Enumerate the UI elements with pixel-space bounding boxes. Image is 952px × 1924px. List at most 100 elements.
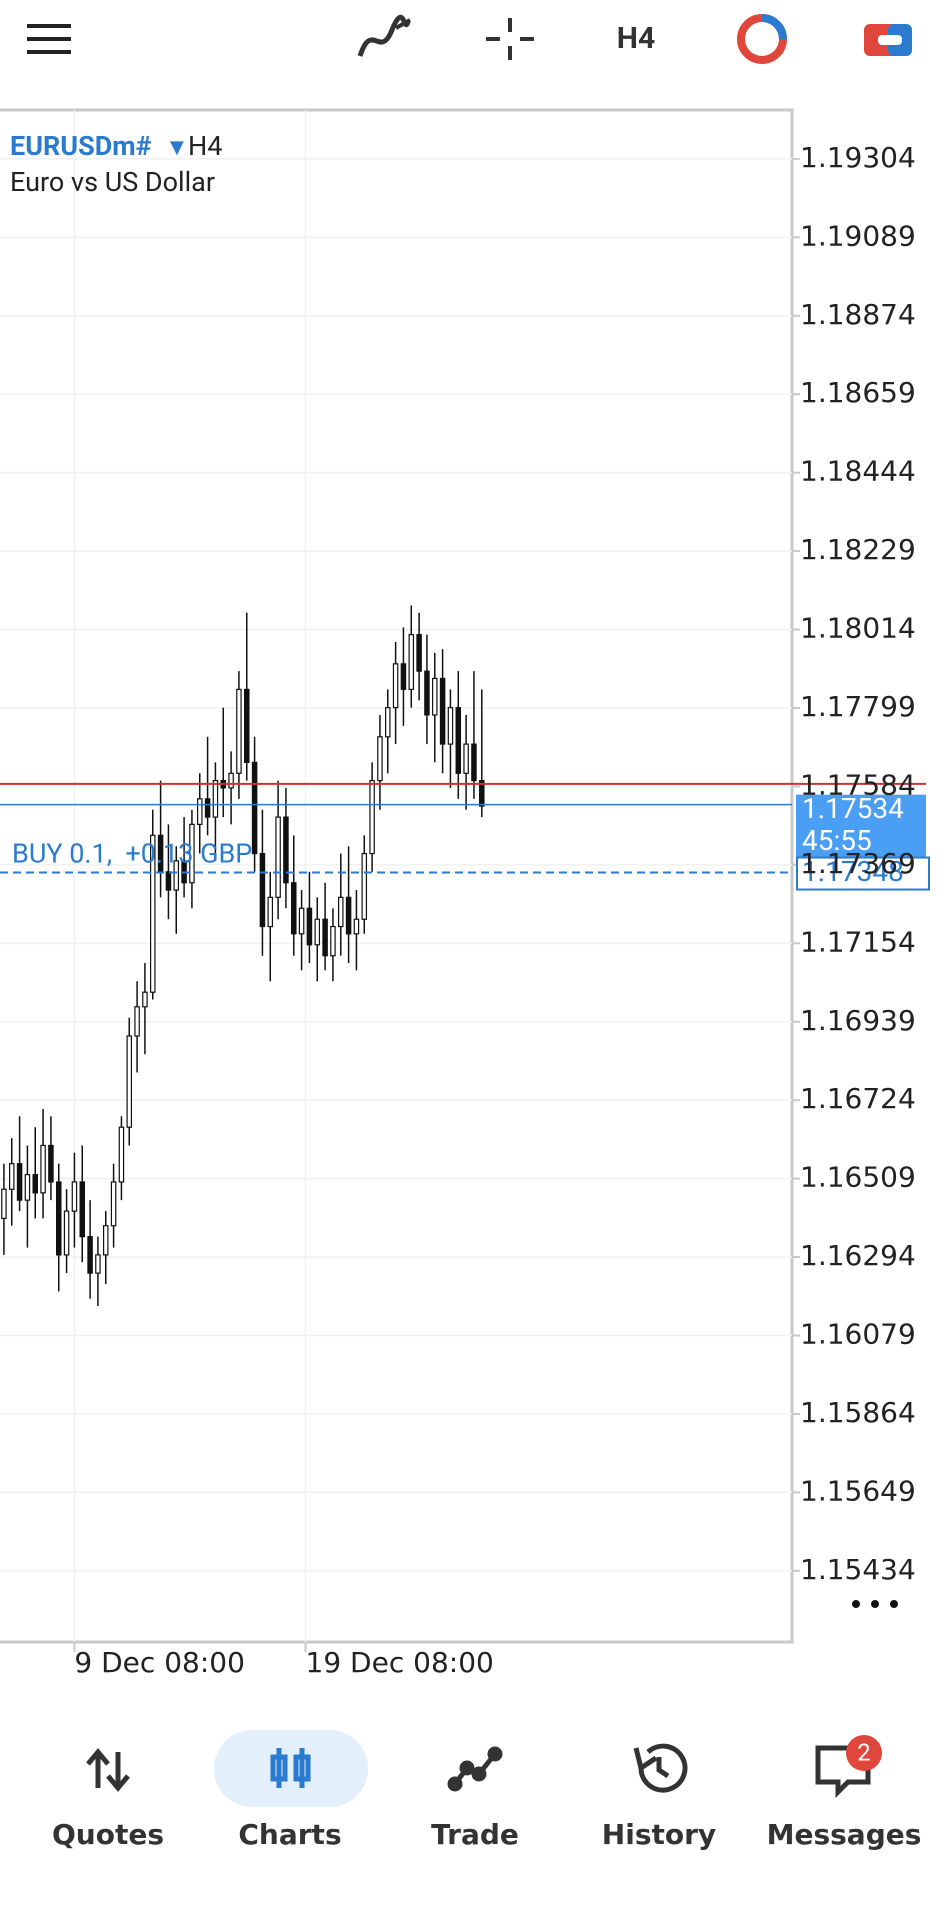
candle-body (118, 1126, 125, 1183)
candle-body (251, 761, 258, 855)
symbol-dropdown-arrow[interactable]: ▼ (170, 137, 184, 158)
candle-body (275, 816, 281, 898)
nav-label[interactable]: Messages (767, 1818, 922, 1851)
y-tick-label: 1.18659 (800, 376, 916, 409)
candle-body (79, 1181, 86, 1238)
candle-body (338, 896, 344, 928)
candle-body (110, 1181, 117, 1227)
candle-body (63, 1210, 70, 1256)
candle-body (142, 991, 148, 1008)
y-tick-label: 1.15864 (800, 1396, 916, 1429)
candle-body (150, 834, 156, 993)
y-tick-label: 1.16509 (800, 1161, 916, 1194)
candle-body (361, 852, 368, 920)
trade-icon (447, 1746, 503, 1792)
candle-body (24, 1174, 31, 1201)
candle-body (463, 743, 469, 774)
candle-body (165, 871, 172, 891)
candle-body (212, 779, 219, 818)
y-tick-label: 1.15434 (800, 1553, 916, 1586)
trade-button[interactable] (737, 14, 787, 64)
candle-body (173, 860, 180, 891)
candle-body (228, 772, 234, 789)
bid-price: 1.17534 (802, 792, 904, 825)
y-tick-label: 1.18014 (800, 612, 916, 645)
candle-body (103, 1225, 109, 1256)
menu-button[interactable] (27, 24, 71, 54)
position-label[interactable]: BUY 0.1, +0.13 GBP (12, 838, 252, 870)
x-tick-label: 9 Dec 08:00 (74, 1646, 245, 1679)
candle-body (16, 1163, 23, 1201)
candle-body (291, 882, 297, 935)
candle-body (424, 670, 430, 716)
y-tick-label: 1.18229 (800, 533, 916, 566)
bid-timer: 45:55 (802, 824, 872, 857)
indicators-button[interactable] (357, 14, 411, 57)
candle-body (479, 779, 485, 807)
position-price: 1.17348 (802, 855, 904, 888)
nav-label[interactable]: Trade (431, 1818, 519, 1851)
candle-body (385, 707, 391, 738)
candle-body (87, 1236, 93, 1274)
y-tick-label: 1.17584 (800, 768, 916, 801)
candle-body (32, 1174, 39, 1194)
account-button[interactable] (864, 24, 912, 56)
candle-body (392, 663, 399, 709)
candle-body (283, 816, 289, 884)
candle-body (134, 1006, 140, 1037)
nav-label[interactable]: History (602, 1818, 716, 1851)
nav-label[interactable]: Charts (238, 1818, 341, 1851)
y-tick-label: 1.16939 (800, 1004, 916, 1037)
candle-body (314, 918, 321, 946)
candle-body (455, 707, 462, 774)
candle-body (48, 1144, 54, 1183)
candle-body (40, 1144, 46, 1194)
y-tick-label: 1.19089 (800, 219, 916, 252)
history-icon (633, 1743, 688, 1793)
candle-body (416, 634, 422, 672)
y-tick-label: 1.16294 (800, 1239, 916, 1272)
candle-body (330, 925, 336, 957)
y-tick-label: 1.18444 (800, 455, 916, 488)
chart-frame (0, 108, 794, 1644)
more-button[interactable] (852, 1600, 898, 1608)
symbol[interactable]: EURUSDm# (10, 130, 152, 162)
candle-body (298, 907, 305, 935)
x-tick-label: 19 Dec 08:00 (306, 1646, 494, 1679)
quotes-icon (86, 1748, 130, 1792)
candle-body (408, 634, 415, 690)
candle-body (71, 1181, 78, 1212)
candle-body (353, 918, 360, 935)
candle-body (447, 707, 454, 745)
candle-body (267, 896, 274, 928)
nav-label[interactable]: Quotes (52, 1818, 164, 1851)
candle-body (197, 798, 203, 825)
messages-badge-count: 2 (857, 1738, 871, 1766)
candle-body (189, 823, 195, 884)
position-price-box (796, 856, 930, 891)
y-tick-label: 1.17154 (800, 925, 916, 958)
candle-body (306, 907, 313, 946)
candle-body (8, 1163, 15, 1190)
y-tick-label: 1.17799 (800, 690, 916, 723)
active-tab-pill (214, 1730, 368, 1807)
y-tick-label: 1.16079 (800, 1318, 916, 1351)
candle-body (345, 896, 352, 935)
y-tick-label: 1.18874 (800, 298, 916, 331)
charts-icon (270, 1748, 311, 1788)
candle-body (95, 1254, 101, 1274)
candle-body (432, 677, 438, 716)
y-tick-label: 1.16724 (800, 1082, 916, 1115)
messages-badge (846, 1735, 882, 1771)
candle-body (55, 1181, 62, 1256)
crosshair-button[interactable] (486, 18, 534, 60)
candle-body (400, 663, 407, 690)
symbol-description: Euro vs US Dollar (10, 166, 215, 198)
timeframe-button[interactable]: H4 (617, 21, 655, 56)
candle-body (377, 736, 383, 782)
candle-body (471, 743, 477, 782)
bid-box (796, 794, 926, 861)
candle-body (369, 779, 375, 855)
